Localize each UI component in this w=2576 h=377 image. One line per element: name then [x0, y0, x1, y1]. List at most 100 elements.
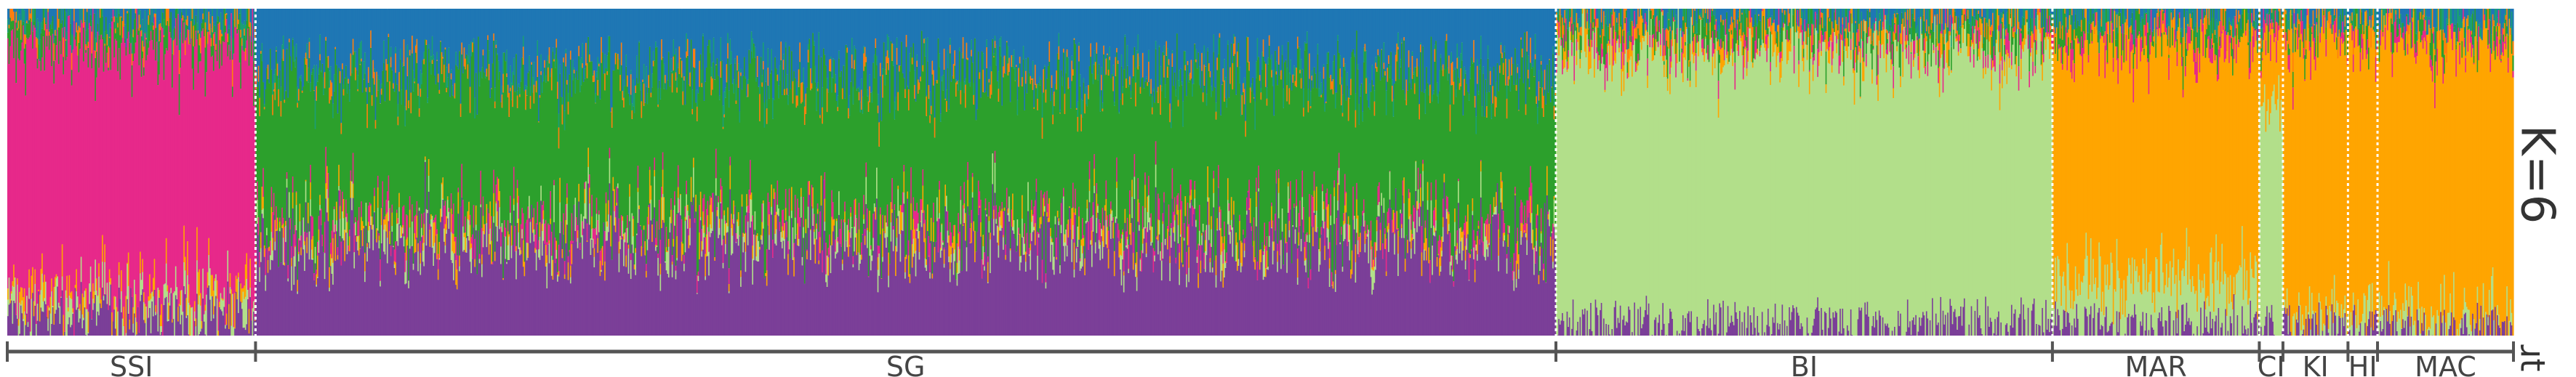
ancestry-segment	[386, 9, 389, 65]
ancestry-segment	[487, 9, 489, 36]
ancestry-segment	[998, 212, 1000, 227]
ancestry-segment	[240, 9, 242, 30]
ancestry-segment	[1009, 102, 1012, 249]
ancestry-segment	[429, 49, 431, 62]
ancestry-segment	[891, 60, 894, 179]
ancestry-segment	[623, 9, 625, 80]
ancestry-segment	[786, 222, 788, 238]
ancestry-segment	[956, 285, 958, 336]
ancestry-segment	[856, 255, 858, 336]
ancestry-segment	[382, 70, 384, 182]
ancestry-segment	[686, 51, 688, 58]
ancestry-segment	[227, 281, 229, 336]
ancestry-segment	[579, 60, 582, 92]
ancestry-segment	[550, 218, 552, 224]
ancestry-segment	[779, 9, 781, 66]
ancestry-segment	[644, 9, 646, 103]
ancestry-segment	[702, 36, 705, 198]
ancestry-segment	[181, 12, 183, 19]
ancestry-segment	[270, 232, 273, 260]
ancestry-segment	[897, 189, 899, 216]
ancestry-segment	[818, 232, 820, 261]
ancestry-segment	[999, 46, 1001, 206]
ancestry-segment	[680, 215, 682, 336]
ancestry-segment	[210, 38, 212, 46]
ancestry-segment	[946, 211, 948, 336]
ancestry-segment	[882, 68, 884, 75]
ancestry-segment	[601, 37, 603, 63]
ancestry-segment	[178, 50, 180, 74]
ancestry-segment	[811, 206, 813, 336]
ancestry-segment	[91, 9, 93, 21]
ancestry-segment	[904, 89, 907, 98]
ancestry-segment	[329, 243, 332, 254]
ancestry-segment	[873, 9, 876, 55]
ancestry-segment	[1005, 255, 1007, 260]
ancestry-segment	[637, 192, 639, 223]
ancestry-segment	[903, 171, 905, 193]
ancestry-segment	[9, 9, 12, 18]
ancestry-segment	[723, 235, 726, 336]
ancestry-segment	[403, 205, 405, 237]
ancestry-segment	[810, 68, 812, 91]
ancestry-segment	[657, 258, 659, 276]
ancestry-segment	[267, 272, 269, 336]
ancestry-segment	[495, 226, 497, 336]
ancestry-segment	[882, 262, 884, 336]
ancestry-segment	[452, 214, 454, 234]
ancestry-segment	[914, 9, 916, 70]
ancestry-segment	[135, 42, 137, 295]
ancestry-segment	[442, 55, 444, 57]
ancestry-segment	[816, 89, 819, 92]
ancestry-segment	[892, 229, 895, 251]
ancestry-segment	[750, 195, 752, 200]
ancestry-segment	[162, 12, 164, 28]
ancestry-segment	[45, 23, 47, 25]
ancestry-segment	[294, 60, 297, 68]
ancestry-segment	[297, 254, 300, 262]
ancestry-segment	[203, 9, 206, 37]
ancestry-segment	[412, 36, 414, 54]
ancestry-segment	[310, 259, 313, 336]
ancestry-segment	[774, 233, 777, 244]
ancestry-segment	[727, 9, 729, 33]
ancestry-segment	[816, 214, 819, 336]
ancestry-segment	[138, 9, 140, 15]
ancestry-segment	[284, 9, 286, 100]
ancestry-segment	[297, 9, 299, 87]
ancestry-segment	[364, 253, 366, 272]
ancestry-segment	[897, 9, 899, 92]
ancestry-segment	[57, 276, 59, 287]
ancestry-segment	[1003, 73, 1006, 208]
ancestry-segment	[297, 261, 300, 336]
ancestry-segment	[667, 80, 669, 251]
ancestry-segment	[792, 81, 794, 104]
ancestry-segment	[55, 309, 57, 336]
ancestry-segment	[412, 246, 414, 336]
ancestry-segment	[84, 291, 86, 308]
ancestry-segment	[1003, 66, 1005, 78]
ancestry-segment	[196, 9, 198, 23]
ancestry-segment	[863, 223, 865, 336]
ancestry-segment	[769, 98, 771, 203]
ancestry-segment	[737, 212, 740, 227]
ancestry-segment	[443, 241, 446, 336]
ancestry-segment	[864, 46, 867, 67]
ancestry-segment	[883, 9, 886, 43]
ancestry-segment	[216, 299, 219, 336]
ancestry-segment	[17, 325, 20, 336]
ancestry-segment	[386, 64, 389, 82]
ancestry-segment	[728, 293, 731, 336]
ancestry-segment	[684, 221, 686, 253]
ancestry-segment	[636, 235, 638, 336]
ancestry-segment	[875, 9, 877, 38]
ancestry-segment	[216, 9, 219, 22]
ancestry-segment	[793, 71, 795, 243]
ancestry-segment	[574, 198, 577, 231]
ancestry-segment	[66, 57, 68, 276]
ancestry-segment	[999, 230, 1001, 336]
ancestry-segment	[695, 9, 697, 103]
ancestry-segment	[76, 22, 78, 33]
ancestry-segment	[238, 9, 240, 20]
